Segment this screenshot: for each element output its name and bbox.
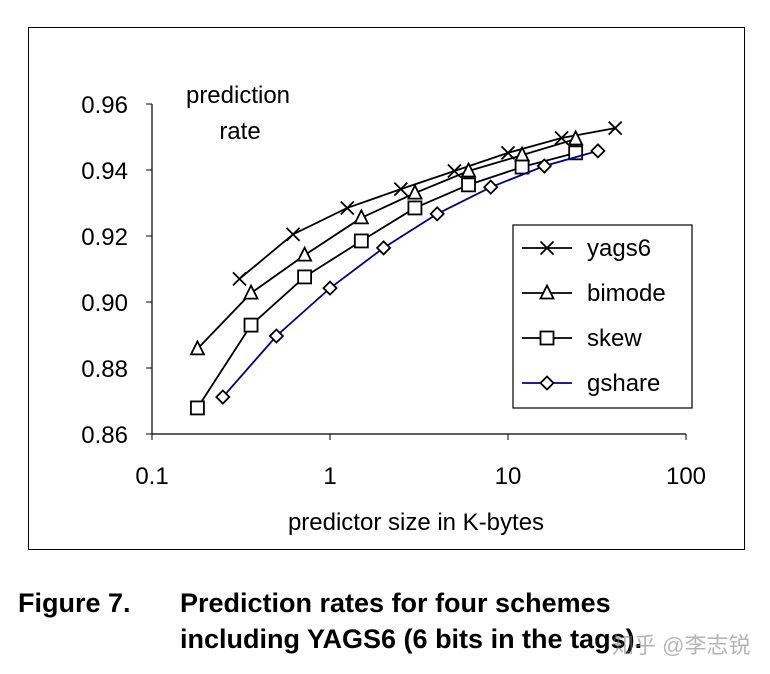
x-tick-label: 100: [666, 463, 706, 490]
legend-label-bimode: bimode: [587, 280, 666, 307]
caption-line-1: Prediction rates for four schemes: [180, 588, 611, 618]
data-point-skew: [297, 269, 313, 285]
chart-frame: [28, 27, 745, 550]
series-line-gshare: [222, 149, 599, 398]
data-point-bimode: [460, 161, 477, 178]
y-tick-label: 0.86: [81, 422, 128, 449]
data-point-skew: [461, 177, 476, 193]
data-point-bimode: [243, 283, 259, 300]
legend-label-skew: skew: [587, 325, 642, 352]
y-tick-label: 0.94: [81, 158, 128, 185]
y-axis-label-line1: prediction: [186, 82, 290, 109]
data-point-yags6: [285, 227, 301, 242]
y-axis-label-line2: rate: [219, 118, 260, 145]
y-tick-label: 0.88: [81, 356, 128, 383]
data-point-skew: [243, 317, 259, 333]
caption-line-2: including YAGS6 (6 bits in the tags).: [180, 624, 643, 654]
data-point-skew: [514, 159, 530, 175]
legend-marker-skew: [539, 330, 555, 346]
data-point-gshare: [536, 158, 553, 174]
data-point-gshare: [322, 280, 338, 296]
y-tick-label: 0.92: [81, 224, 128, 251]
data-point-gshare: [215, 389, 231, 405]
figure-label: Figure 7.: [18, 588, 131, 618]
data-point-gshare: [482, 179, 499, 195]
data-point-skew: [407, 200, 423, 216]
watermark: 知乎 @李志锐: [612, 633, 751, 658]
data-point-yags6: [340, 200, 355, 216]
legend-label-gshare: gshare: [587, 370, 660, 397]
data-point-gshare: [590, 143, 606, 159]
data-point-yags6: [608, 120, 623, 136]
series-line-bimode: [196, 138, 576, 350]
x-axis-label: predictor size in K-bytes: [288, 509, 544, 536]
data-point-bimode: [353, 208, 370, 225]
legend-marker-yags6: [539, 240, 555, 256]
data-point-yags6: [393, 182, 408, 197]
data-point-gshare: [375, 240, 392, 256]
data-point-skew: [353, 233, 369, 249]
x-tick-label: 10: [495, 463, 522, 490]
data-point-bimode: [567, 129, 584, 146]
data-point-bimode: [296, 245, 313, 262]
data-point-gshare: [429, 206, 445, 222]
legend-box: [512, 224, 693, 409]
data-point-bimode: [189, 339, 206, 356]
legend-label-yags6: yags6: [587, 235, 651, 262]
x-tick-label: 1: [323, 463, 336, 490]
series-line-yags6: [238, 127, 616, 280]
data-point-gshare: [268, 328, 285, 344]
y-tick-label: 0.96: [81, 92, 128, 119]
series-line-skew: [196, 151, 576, 409]
data-point-bimode: [406, 183, 423, 200]
legend-marker-gshare: [539, 375, 555, 391]
data-point-skew: [190, 400, 205, 416]
legend-marker-bimode: [539, 283, 555, 300]
data-point-yags6: [232, 271, 247, 287]
y-tick-label: 0.90: [81, 290, 128, 317]
x-tick-label: 0.1: [135, 463, 168, 490]
